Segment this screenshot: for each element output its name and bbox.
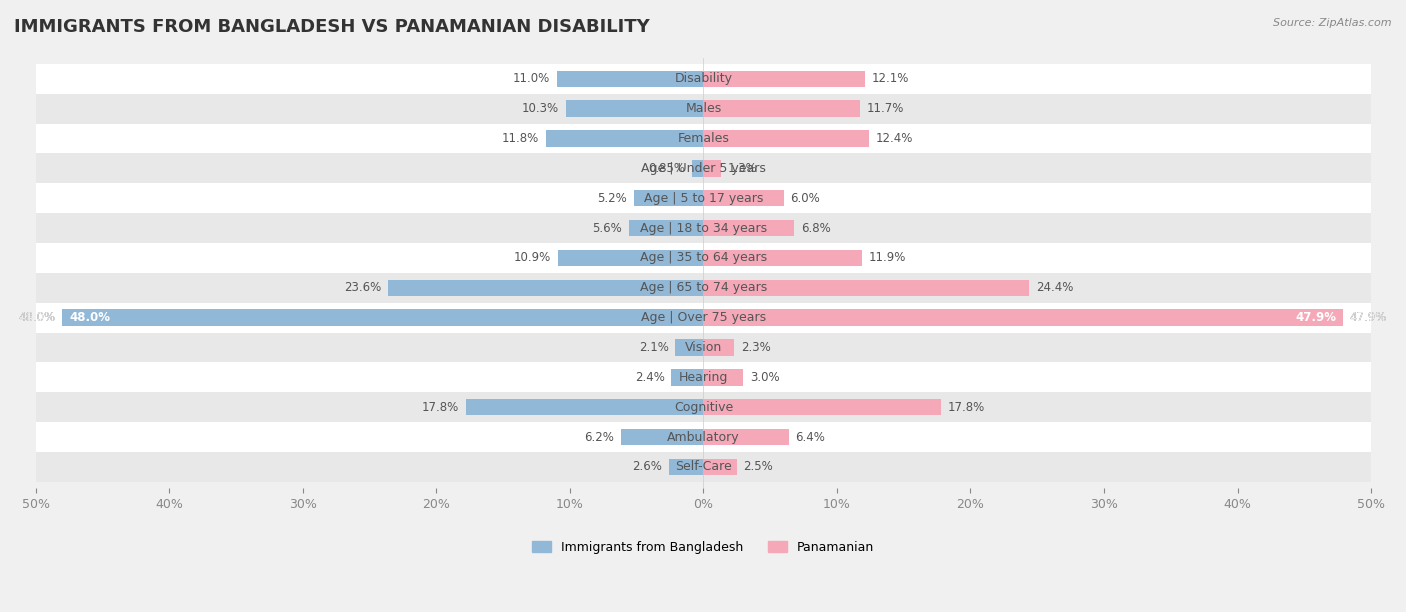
Text: Males: Males <box>685 102 721 115</box>
Text: 5.2%: 5.2% <box>598 192 627 204</box>
Text: 17.8%: 17.8% <box>948 401 986 414</box>
Bar <box>35 213 1371 243</box>
Text: Self-Care: Self-Care <box>675 460 731 474</box>
Text: Disability: Disability <box>675 72 733 85</box>
Bar <box>703 310 1343 326</box>
Bar <box>62 310 703 326</box>
Text: 48.0%: 48.0% <box>18 311 56 324</box>
Text: 12.1%: 12.1% <box>872 72 910 85</box>
Text: 24.4%: 24.4% <box>1036 282 1073 294</box>
Bar <box>703 369 744 386</box>
Text: Age | 65 to 74 years: Age | 65 to 74 years <box>640 282 768 294</box>
Bar <box>703 70 865 87</box>
Bar <box>669 459 703 475</box>
Bar <box>634 190 703 206</box>
Text: Age | 35 to 64 years: Age | 35 to 64 years <box>640 252 768 264</box>
Text: 0.85%: 0.85% <box>648 162 685 175</box>
Text: 6.0%: 6.0% <box>790 192 820 204</box>
Bar <box>703 339 734 356</box>
Bar <box>35 124 1371 154</box>
Text: 6.8%: 6.8% <box>801 222 831 234</box>
Bar <box>672 369 703 386</box>
Text: 48.0%: 48.0% <box>69 311 110 324</box>
Text: 47.9%: 47.9% <box>1350 311 1388 324</box>
Text: 47.9%: 47.9% <box>1295 311 1336 324</box>
Text: 2.4%: 2.4% <box>636 371 665 384</box>
Text: 1.3%: 1.3% <box>727 162 758 175</box>
Text: 11.8%: 11.8% <box>502 132 538 145</box>
Bar <box>703 250 862 266</box>
Bar <box>35 94 1371 124</box>
Bar <box>35 422 1371 452</box>
Text: 2.3%: 2.3% <box>741 341 770 354</box>
Text: 6.2%: 6.2% <box>583 431 614 444</box>
Text: 5.6%: 5.6% <box>592 222 621 234</box>
Text: 12.4%: 12.4% <box>876 132 912 145</box>
Bar <box>35 273 1371 303</box>
Bar <box>565 100 703 117</box>
Bar <box>703 429 789 446</box>
Bar <box>35 303 1371 332</box>
Text: Vision: Vision <box>685 341 723 354</box>
Text: Females: Females <box>678 132 730 145</box>
Text: 17.8%: 17.8% <box>422 401 460 414</box>
Text: 48.0%: 48.0% <box>18 311 56 324</box>
Bar <box>703 459 737 475</box>
Bar <box>675 339 703 356</box>
Text: Age | 5 to 17 years: Age | 5 to 17 years <box>644 192 763 204</box>
Bar <box>703 130 869 147</box>
Bar <box>35 452 1371 482</box>
Text: Cognitive: Cognitive <box>673 401 733 414</box>
Bar <box>35 154 1371 183</box>
Text: 11.7%: 11.7% <box>866 102 904 115</box>
Text: Source: ZipAtlas.com: Source: ZipAtlas.com <box>1274 18 1392 28</box>
Bar <box>35 243 1371 273</box>
Bar <box>703 190 783 206</box>
Text: 23.6%: 23.6% <box>344 282 381 294</box>
Bar <box>35 332 1371 362</box>
Bar <box>388 280 703 296</box>
Legend: Immigrants from Bangladesh, Panamanian: Immigrants from Bangladesh, Panamanian <box>527 536 879 559</box>
Text: IMMIGRANTS FROM BANGLADESH VS PANAMANIAN DISABILITY: IMMIGRANTS FROM BANGLADESH VS PANAMANIAN… <box>14 18 650 36</box>
Text: 10.3%: 10.3% <box>522 102 560 115</box>
Bar <box>703 220 794 236</box>
Bar <box>703 399 941 416</box>
Text: Age | 18 to 34 years: Age | 18 to 34 years <box>640 222 768 234</box>
Bar <box>35 392 1371 422</box>
Text: 11.9%: 11.9% <box>869 252 907 264</box>
Bar <box>465 399 703 416</box>
Text: Age | Over 75 years: Age | Over 75 years <box>641 311 766 324</box>
Text: 2.5%: 2.5% <box>744 460 773 474</box>
Bar <box>703 160 721 176</box>
Text: Hearing: Hearing <box>679 371 728 384</box>
Bar <box>546 130 703 147</box>
Bar <box>628 220 703 236</box>
Bar <box>558 250 703 266</box>
Bar <box>35 64 1371 94</box>
Bar <box>557 70 703 87</box>
Bar <box>692 160 703 176</box>
Bar <box>35 362 1371 392</box>
Bar <box>703 100 859 117</box>
Text: Age | Under 5 years: Age | Under 5 years <box>641 162 766 175</box>
Text: 10.9%: 10.9% <box>515 252 551 264</box>
Bar <box>35 183 1371 213</box>
Bar <box>620 429 703 446</box>
Text: 3.0%: 3.0% <box>751 371 780 384</box>
Bar <box>703 280 1029 296</box>
Text: 11.0%: 11.0% <box>513 72 550 85</box>
Text: 2.6%: 2.6% <box>633 460 662 474</box>
Text: 47.9%: 47.9% <box>1350 311 1388 324</box>
Text: Ambulatory: Ambulatory <box>666 431 740 444</box>
Text: 2.1%: 2.1% <box>638 341 669 354</box>
Text: 6.4%: 6.4% <box>796 431 825 444</box>
